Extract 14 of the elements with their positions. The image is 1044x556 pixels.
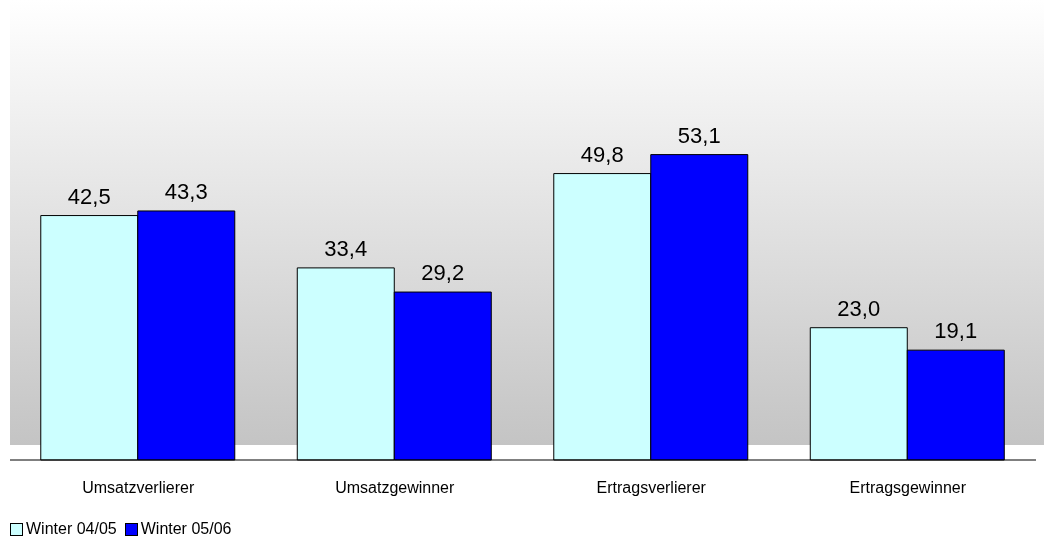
x-tick-label: Umsatzverlierer — [82, 479, 195, 497]
data-label: 23,0 — [837, 295, 881, 321]
legend-label: Winter 04/05 — [26, 520, 117, 538]
x-tick-label: Ertragsverlierer — [596, 479, 707, 497]
data-label: 29,2 — [421, 260, 465, 286]
x-tick-label: Umsatzgewinner — [335, 479, 455, 497]
x-tick-label: Ertragsgewinner — [849, 479, 967, 497]
data-label: 43,3 — [164, 178, 208, 204]
data-label: 33,4 — [324, 235, 368, 261]
legend-label: Winter 05/06 — [140, 520, 232, 538]
data-label: 42,5 — [67, 183, 111, 209]
data-label: 53,1 — [677, 122, 721, 148]
data-label: 19,1 — [934, 318, 978, 344]
data-label: 49,8 — [580, 141, 624, 167]
